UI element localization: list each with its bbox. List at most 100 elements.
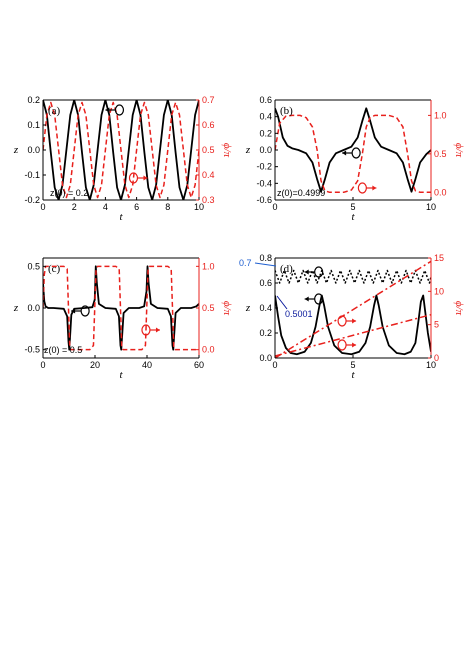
x-tick-label: 6 [134,202,139,212]
phi-series-line-1 [43,101,199,199]
x-tick-label: 0 [272,360,277,370]
series-marker-circle [357,182,367,194]
x-tick-label: 2 [72,202,77,212]
y-tick-label: 0.6 [259,278,272,288]
y-tick-label: 0.0 [27,145,40,155]
y2-tick-label: 0.0 [434,187,447,197]
panel-label: (b) [280,105,293,117]
y2-axis-label: ϕ/π [453,143,464,158]
x-tick-label: 10 [426,202,436,212]
y-axis-label: z [13,144,19,156]
x-axis-label: t [119,211,123,223]
y2-tick-label: 10 [434,286,444,296]
panel-label: (a) [48,105,61,117]
panel-label: (c) [48,263,61,275]
y-tick-label: 0.4 [259,303,272,313]
y2-tick-label: 0.4 [202,170,215,180]
panel-b: 0 5 10 -0.6 -0.4 -0.2 0.0 0.2 0.4 0.6 0.0 0.5 1.0 t z ϕ… [245,95,464,223]
series-marker-circle [337,315,347,327]
x-tick-label: 10 [194,202,204,212]
y-tick-label: 0.5 [27,261,40,271]
phi-series-line-2 [275,260,431,358]
y-tick-label: 0.2 [259,128,272,138]
annotation-arrow [276,295,288,310]
x-tick-label: 40 [142,360,152,370]
panel-a: 0 2 4 6 8 10 -0.2 -0.1 0.0 0.1 0.2 0.3 0.4 0.5 0.6 0.7 t… [13,95,233,223]
series-marker-circle [351,147,361,159]
y-axis-label: z [245,302,251,314]
y2-tick-label: 0.6 [202,120,215,130]
series-marker-arrowhead [71,308,76,314]
y-tick-label: 0.2 [259,328,272,338]
x-axis-label: t [351,369,355,381]
series-marker-arrowhead [352,318,357,324]
y-tick-label: 0.2 [27,95,40,105]
y2-tick-label: 0.7 [202,95,215,105]
x-tick-label: 8 [165,202,170,212]
y2-tick-label: 0.5 [202,303,215,313]
series-marker-circle [337,339,347,351]
y-tick-label: -0.2 [256,162,272,172]
panel-d: 0 5 10 0.0 0.2 0.4 0.6 0.8 0 5 10 15 t z ϕ/π (d) 0.7 0.50… [239,253,464,381]
y-tick-label: 0.1 [27,120,40,130]
series-marker-arrowhead [304,296,309,302]
x-tick-label: 0 [40,360,45,370]
z-series-line-0 [275,269,431,284]
x-tick-label: 5 [350,202,355,212]
annotation-label: z(0) = 0.2 [50,188,88,198]
series-marker-arrowhead [342,150,347,156]
phi-series-line-1 [43,265,199,351]
x-tick-label: 60 [194,360,204,370]
y-axis-label: z [13,302,19,314]
y-tick-label: -0.4 [256,178,272,188]
y-tick-label: 0.0 [259,353,272,363]
y2-tick-label: 0.0 [202,345,215,355]
y-tick-label: 0.0 [259,145,272,155]
y2-tick-label: 0.5 [202,145,215,155]
y-tick-label: -0.6 [256,195,272,205]
z-series-line-0 [43,265,199,351]
y2-tick-label: 1.0 [434,110,447,120]
z-series-line-0 [43,100,199,200]
y-tick-label: 0.6 [259,95,272,105]
annotation-arrow [254,262,277,267]
y-tick-label: 0.4 [259,112,272,122]
y2-tick-label: 0.3 [202,195,215,205]
x-axis-label: t [351,211,355,223]
phi-series-line-3 [275,313,431,357]
series-marker-arrowhead [155,327,160,333]
x-axis-label: t [119,369,123,381]
x-tick-label: 0 [272,202,277,212]
y2-tick-label: 0.5 [434,149,447,159]
y2-axis-label: ϕ/π [221,301,233,316]
series-marker-circle [314,266,324,278]
y-tick-label: -0.1 [24,170,40,180]
y-tick-label: -0.5 [24,345,40,355]
z-series-line-1 [275,294,431,356]
series-marker-arrowhead [143,175,148,181]
y2-tick-label: 1.0 [202,261,215,271]
annotation-label: 0.5001 [285,309,313,319]
series-marker-arrowhead [304,269,309,275]
y2-axis-label: ϕ/π [453,301,464,316]
y-tick-label: 0.8 [259,253,272,263]
x-tick-label: 20 [90,360,100,370]
x-tick-label: 10 [426,360,436,370]
x-tick-label: 0 [40,202,45,212]
y-tick-label: 0.0 [27,303,40,313]
annotation-label: z(0)=0.4999 [277,188,325,198]
y2-tick-label: 15 [434,253,444,263]
y2-tick-label: 5 [434,320,439,330]
phi-series-line-1 [275,114,431,194]
annotation-label: z(0) = 0.5 [44,345,82,355]
z-series-line-0 [275,107,431,193]
annotation-label: 0.7 [239,258,252,268]
y-tick-label: -0.2 [24,195,40,205]
series-marker-arrowhead [352,342,357,348]
panel-c: 0 20 40 60 -0.5 0.0 0.5 0.0 0.5 1.0 t z ϕ/π (c) z(0) =… [13,257,233,381]
panel-label: (d) [280,263,293,275]
series-marker-arrowhead [105,107,110,113]
y2-tick-label: 0 [434,353,439,363]
series-marker-circle [114,104,125,116]
